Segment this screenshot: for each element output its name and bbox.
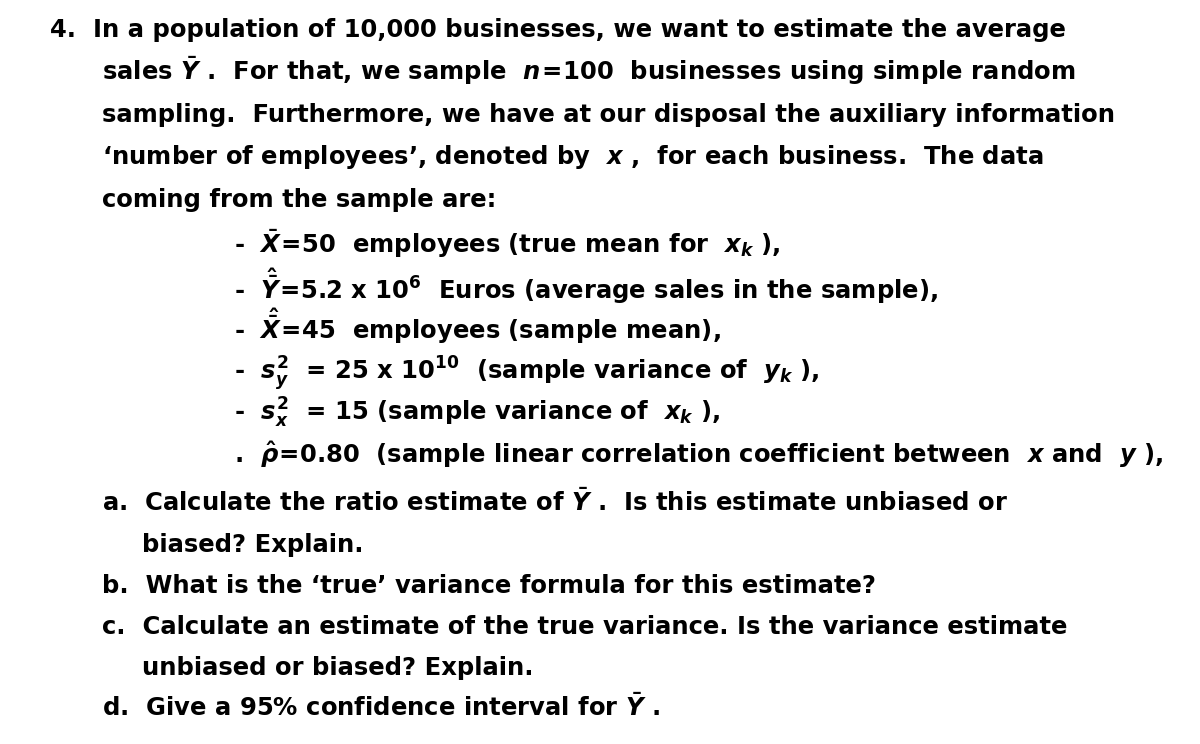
Text: -  $\hat{\bar{Y}}\!=\!5.2$ x $10^6$  Euros (average sales in the sample),: - $\hat{\bar{Y}}\!=\!5.2$ x $10^6$ Euros… [234,266,938,306]
Text: biased? Explain.: biased? Explain. [142,533,364,557]
Text: b.  What is the ‘true’ variance formula for this estimate?: b. What is the ‘true’ variance formula f… [102,574,876,598]
Text: sales $\bar{Y}$ .  For that, we sample  $n\!=\!100$  businesses using simple ran: sales $\bar{Y}$ . For that, we sample $n… [102,54,1075,86]
Text: d.  Give a 95% confidence interval for $\bar{Y}$ .: d. Give a 95% confidence interval for $\… [102,693,660,721]
Text: c.  Calculate an estimate of the true variance. Is the variance estimate: c. Calculate an estimate of the true var… [102,615,1067,639]
Text: -  $\bar{X}\!=\!50$  employees (true mean for  $x_k$ ),: - $\bar{X}\!=\!50$ employees (true mean … [234,228,780,260]
Text: unbiased or biased? Explain.: unbiased or biased? Explain. [142,655,533,680]
Text: a.  Calculate the ratio estimate of $\bar{Y}$ .  Is this estimate unbiased or: a. Calculate the ratio estimate of $\bar… [102,489,1008,516]
Text: ‘number of employees’, denoted by  $x$ ,  for each business.  The data: ‘number of employees’, denoted by $x$ , … [102,144,1044,171]
Text: -  $s^2_x$  = 15 (sample variance of  $x_k$ ),: - $s^2_x$ = 15 (sample variance of $x_k$… [234,396,720,430]
Text: sampling.  Furthermore, we have at our disposal the auxiliary information: sampling. Furthermore, we have at our di… [102,103,1115,127]
Text: .  $\hat{\rho}\!=\!0.80$  (sample linear correlation coefficient between  $x$ an: . $\hat{\rho}\!=\!0.80$ (sample linear c… [234,439,1163,469]
Text: coming from the sample are:: coming from the sample are: [102,187,497,212]
Text: -  $s^2_y$  = 25 x $10^{10}$  (sample variance of  $y_k$ ),: - $s^2_y$ = 25 x $10^{10}$ (sample varia… [234,354,820,393]
Text: 4.  In a population of 10,000 businesses, we want to estimate the average: 4. In a population of 10,000 businesses,… [50,18,1067,42]
Text: -  $\hat{\bar{X}}\!=\!45$  employees (sample mean),: - $\hat{\bar{X}}\!=\!45$ employees (samp… [234,306,721,345]
